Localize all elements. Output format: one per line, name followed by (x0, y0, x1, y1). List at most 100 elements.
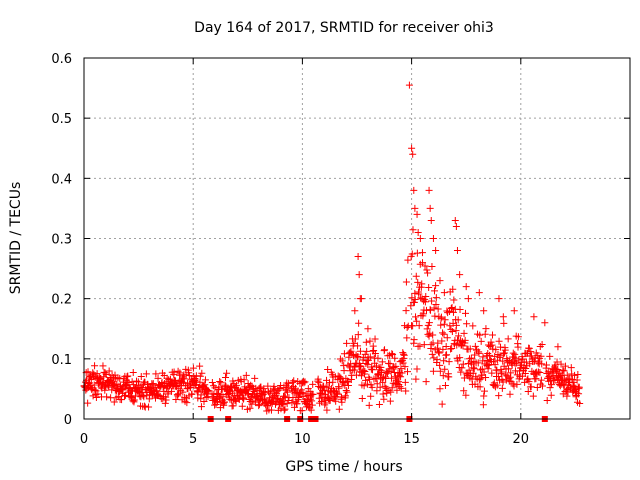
data-point (333, 390, 341, 398)
data-point (524, 387, 532, 395)
data-point (204, 386, 212, 394)
data-point (170, 368, 178, 376)
data-point (560, 367, 568, 375)
data-point (412, 313, 420, 321)
data-point (324, 383, 332, 391)
data-point (194, 394, 202, 402)
data-point (290, 403, 298, 411)
data-point (424, 330, 432, 338)
data-point (408, 144, 416, 152)
data-point (403, 324, 411, 332)
data-point (487, 338, 495, 346)
data-point (512, 354, 520, 362)
data-point (273, 395, 281, 403)
data-point (386, 397, 394, 405)
data-point (495, 337, 503, 345)
data-point (308, 397, 316, 405)
data-point (201, 376, 209, 384)
data-point (459, 360, 467, 368)
data-point (475, 376, 483, 384)
data-point (480, 368, 488, 376)
data-point (124, 372, 132, 380)
data-point (426, 204, 434, 212)
data-point (366, 353, 374, 361)
data-point (448, 327, 456, 335)
x-tick-label: 5 (189, 432, 197, 447)
data-point (275, 386, 283, 394)
data-point (336, 355, 344, 363)
data-point (494, 373, 502, 381)
data-point (225, 387, 233, 395)
data-point (353, 353, 361, 361)
data-point (400, 351, 408, 359)
data-point (221, 381, 229, 389)
data-point (366, 337, 374, 345)
data-point (260, 385, 268, 393)
data-point (505, 365, 513, 373)
data-point (546, 352, 554, 360)
data-point (293, 400, 301, 408)
data-point (561, 362, 569, 370)
y-tick-label: 0.6 (51, 52, 72, 67)
data-point (211, 384, 219, 392)
data-point (188, 390, 196, 398)
data-point (435, 348, 443, 356)
data-point (411, 295, 419, 303)
data-point (417, 294, 425, 302)
data-point (84, 399, 92, 407)
data-point (445, 358, 453, 366)
data-point (114, 374, 122, 382)
data-point (434, 339, 442, 347)
data-point (538, 341, 546, 349)
data-point (409, 150, 417, 158)
data-point (504, 357, 512, 365)
data-point (449, 285, 457, 293)
data-point (436, 277, 444, 285)
data-point (240, 394, 248, 402)
data-point (309, 380, 317, 388)
data-point (90, 370, 98, 378)
data-point (238, 402, 246, 410)
data-point (458, 364, 466, 372)
data-point (486, 351, 494, 359)
data-point (488, 331, 496, 339)
data-point (174, 367, 182, 375)
data-point (536, 342, 544, 350)
data-point (342, 392, 350, 400)
data-point (530, 313, 538, 321)
data-point (546, 384, 554, 392)
data-point (453, 247, 461, 255)
data-point (495, 295, 503, 303)
data-point (267, 406, 275, 414)
data-point (391, 354, 399, 362)
x-tick-label: 10 (294, 432, 311, 447)
data-point (510, 382, 518, 390)
data-point (129, 397, 137, 405)
data-point (109, 382, 117, 390)
data-point (220, 398, 228, 406)
data-point (414, 228, 422, 236)
data-point (419, 259, 427, 267)
data-point (414, 278, 422, 286)
data-point (420, 297, 428, 305)
data-point (479, 353, 487, 361)
data-point (450, 296, 458, 304)
data-point (413, 210, 421, 218)
data-point (97, 374, 105, 382)
data-point (437, 313, 445, 321)
data-point (438, 337, 446, 345)
data-point (430, 304, 438, 312)
data-point (279, 401, 287, 409)
data-point (222, 373, 230, 381)
data-point (436, 361, 444, 369)
data-point (418, 280, 426, 288)
data-point (393, 379, 401, 387)
data-point (563, 371, 571, 379)
data-point (440, 320, 448, 328)
data-point (536, 369, 544, 377)
data-point (354, 352, 362, 360)
data-point (324, 366, 332, 374)
data-point (360, 366, 368, 374)
data-point (102, 371, 110, 379)
data-point (501, 346, 509, 354)
